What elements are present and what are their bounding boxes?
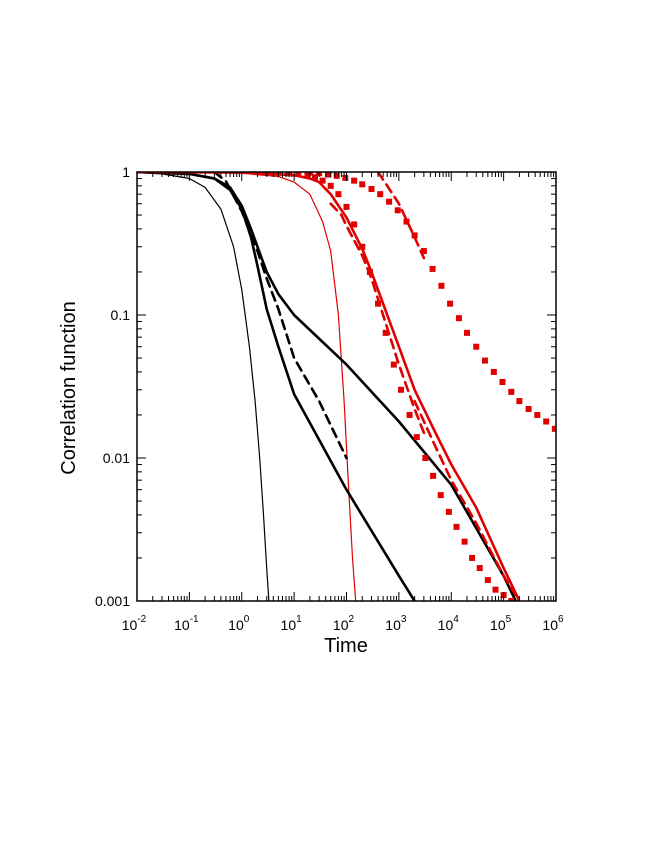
labels-layer: 10-2 10-1 100 101 102 103 104 105 106 1 0.1 0.01 0.0… [95, 164, 564, 633]
marker-point [453, 523, 460, 530]
marker-point [461, 538, 468, 545]
marker-point [295, 172, 302, 177]
marker-point [366, 268, 373, 275]
marker-point [422, 455, 429, 461]
x-tick-label: 103 [385, 614, 407, 633]
marker-point [464, 329, 471, 336]
marker-point [543, 418, 550, 425]
marker-point [413, 434, 420, 441]
marker-point [469, 554, 476, 561]
marker-point [311, 174, 318, 181]
marker-point [390, 361, 397, 368]
x-tick-label: 104 [438, 614, 460, 633]
marker-point [508, 388, 515, 395]
marker-point [359, 181, 366, 188]
marker-point [394, 207, 401, 214]
marker-point [525, 406, 532, 413]
series-line-7 [329, 202, 426, 435]
plot-frame [136, 171, 557, 602]
x-tick-label: 10-2 [122, 614, 147, 633]
marker-point [382, 329, 389, 336]
marker-point [377, 191, 384, 198]
series-line-5 [213, 172, 348, 460]
marker-point [325, 172, 332, 178]
marker-point [492, 586, 499, 593]
marker-point [516, 605, 522, 611]
x-tick-label: 101 [281, 614, 303, 633]
x-tick-label: 105 [490, 614, 512, 633]
series-line-2 [137, 172, 357, 601]
marker-point [429, 265, 436, 272]
marker-point [335, 191, 342, 198]
marker-point [351, 221, 358, 228]
marker-point [473, 343, 480, 350]
series-layer [137, 172, 556, 611]
marker-point [534, 411, 541, 418]
x-tick-label: 100 [228, 614, 250, 633]
marker-point [430, 472, 437, 479]
marker-point [438, 282, 445, 289]
marker-point [406, 411, 413, 418]
marker-point [420, 248, 427, 255]
marker-point [359, 243, 366, 250]
marker-point [499, 378, 506, 385]
series-line-6 [137, 172, 521, 601]
marker-point [351, 177, 358, 184]
marker-point [508, 598, 515, 601]
marker-point [455, 315, 462, 322]
marker-point [445, 508, 452, 515]
series-line-8 [376, 172, 426, 260]
y-tick-label: 0.1 [111, 307, 131, 323]
marker-point [368, 186, 375, 193]
marker-point [398, 386, 405, 393]
series-line-9 [413, 399, 522, 601]
marker-point [490, 368, 497, 375]
x-axis-title: Time [324, 635, 368, 657]
series-line-4 [137, 172, 416, 601]
marker-point [411, 232, 418, 239]
ticks-layer [136, 171, 557, 602]
marker-point [403, 218, 410, 225]
marker-point [375, 300, 382, 307]
marker-point [476, 565, 483, 572]
marker-point [484, 577, 491, 584]
marker-point [342, 174, 349, 181]
x-tick-label: 106 [542, 614, 564, 633]
marker-point [447, 300, 454, 307]
marker-point [551, 425, 556, 432]
marker-point [481, 357, 488, 364]
x-tick-label: 10-1 [174, 614, 199, 633]
marker-point [319, 177, 326, 184]
y-axis-title: Correlation function [58, 301, 80, 474]
y-tick-label: 0.01 [103, 450, 130, 466]
marker-point [327, 182, 334, 189]
marker-point [386, 198, 393, 205]
marker-point [437, 492, 444, 499]
y-tick-label: 0.001 [95, 593, 130, 609]
x-tick-label: 102 [333, 614, 355, 633]
marker-point [333, 172, 340, 179]
y-tick-label: 1 [122, 164, 130, 180]
marker-point [343, 203, 350, 210]
series-line-1 [137, 172, 270, 601]
marker-point [516, 398, 523, 405]
